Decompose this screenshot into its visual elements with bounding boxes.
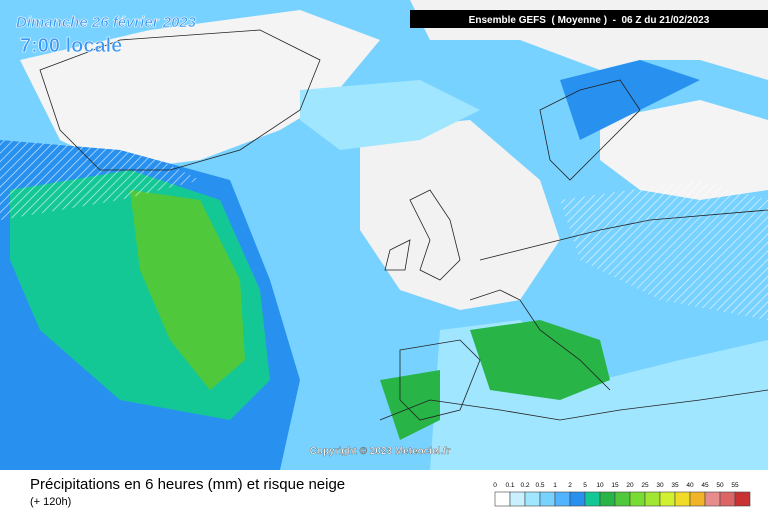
date: Dimanche 26 février 2023 — [16, 14, 197, 31]
legend-swatch — [689, 491, 706, 507]
legend-tick: 45 — [701, 482, 709, 489]
greenland — [20, 10, 380, 170]
snow-risk — [0, 140, 200, 220]
legend-tick: 50 — [716, 482, 724, 489]
legend-tick: 15 — [611, 482, 619, 489]
legend-swatch — [599, 491, 616, 507]
legend-swatch — [584, 491, 601, 507]
snow-risk — [560, 180, 768, 320]
legend-tick: 35 — [671, 482, 679, 489]
legend-tick: 40 — [686, 482, 694, 489]
time: 7:00 locale — [20, 35, 122, 57]
legend-tick: 2 — [568, 482, 572, 489]
moderate-precip — [560, 60, 700, 140]
legend-swatch — [734, 491, 751, 507]
legend-swatch — [704, 491, 721, 507]
legend-tick: 10 — [596, 482, 604, 489]
heavy-precip — [470, 320, 610, 400]
legend-swatch — [719, 491, 736, 507]
legend-tick: 5 — [583, 482, 587, 489]
legend-tick: 0 — [493, 482, 497, 489]
dry-area — [360, 120, 560, 310]
legend-swatch — [554, 491, 571, 507]
legend-tick: 0.1 — [505, 482, 514, 489]
legend-tick: 1 — [553, 482, 557, 489]
copyright: Copyright © 2023 Meteociel.fr — [310, 446, 451, 457]
legend: 0 0.1 0.2 0.5 1 2 5 10 15 20 25 30 35 40 45 50 55 — [493, 482, 751, 507]
legend-tick: 25 — [641, 482, 649, 489]
legend-swatch — [509, 491, 526, 507]
coastlines — [39, 29, 768, 421]
heavy-precip — [130, 190, 245, 390]
heavy-precip — [380, 370, 440, 440]
dry-area — [600, 100, 768, 200]
legend-swatch — [614, 491, 631, 507]
legend-swatch — [629, 491, 646, 507]
legend-swatch — [569, 491, 586, 507]
header: Ensemble GEFS ( Moyenne ) - 06 Z du 21/0… — [469, 15, 710, 26]
footer-subtitle: (+ 120h) — [30, 496, 71, 508]
legend-swatch — [659, 491, 676, 507]
light-precip — [300, 80, 480, 150]
legend-swatch — [524, 491, 541, 507]
header-box — [410, 10, 768, 28]
legend-tick: 20 — [626, 482, 634, 489]
legend-swatch — [644, 491, 661, 507]
legend-swatch — [494, 491, 511, 507]
legend-tick: 55 — [731, 482, 739, 489]
legend-tick: 0.5 — [535, 482, 544, 489]
legend-swatch — [539, 491, 556, 507]
legend-swatch — [674, 491, 691, 507]
legend-tick: 0.2 — [520, 482, 529, 489]
legend-tick: 30 — [656, 482, 664, 489]
footer-title: Précipitations en 6 heures (mm) et risqu… — [30, 476, 345, 493]
